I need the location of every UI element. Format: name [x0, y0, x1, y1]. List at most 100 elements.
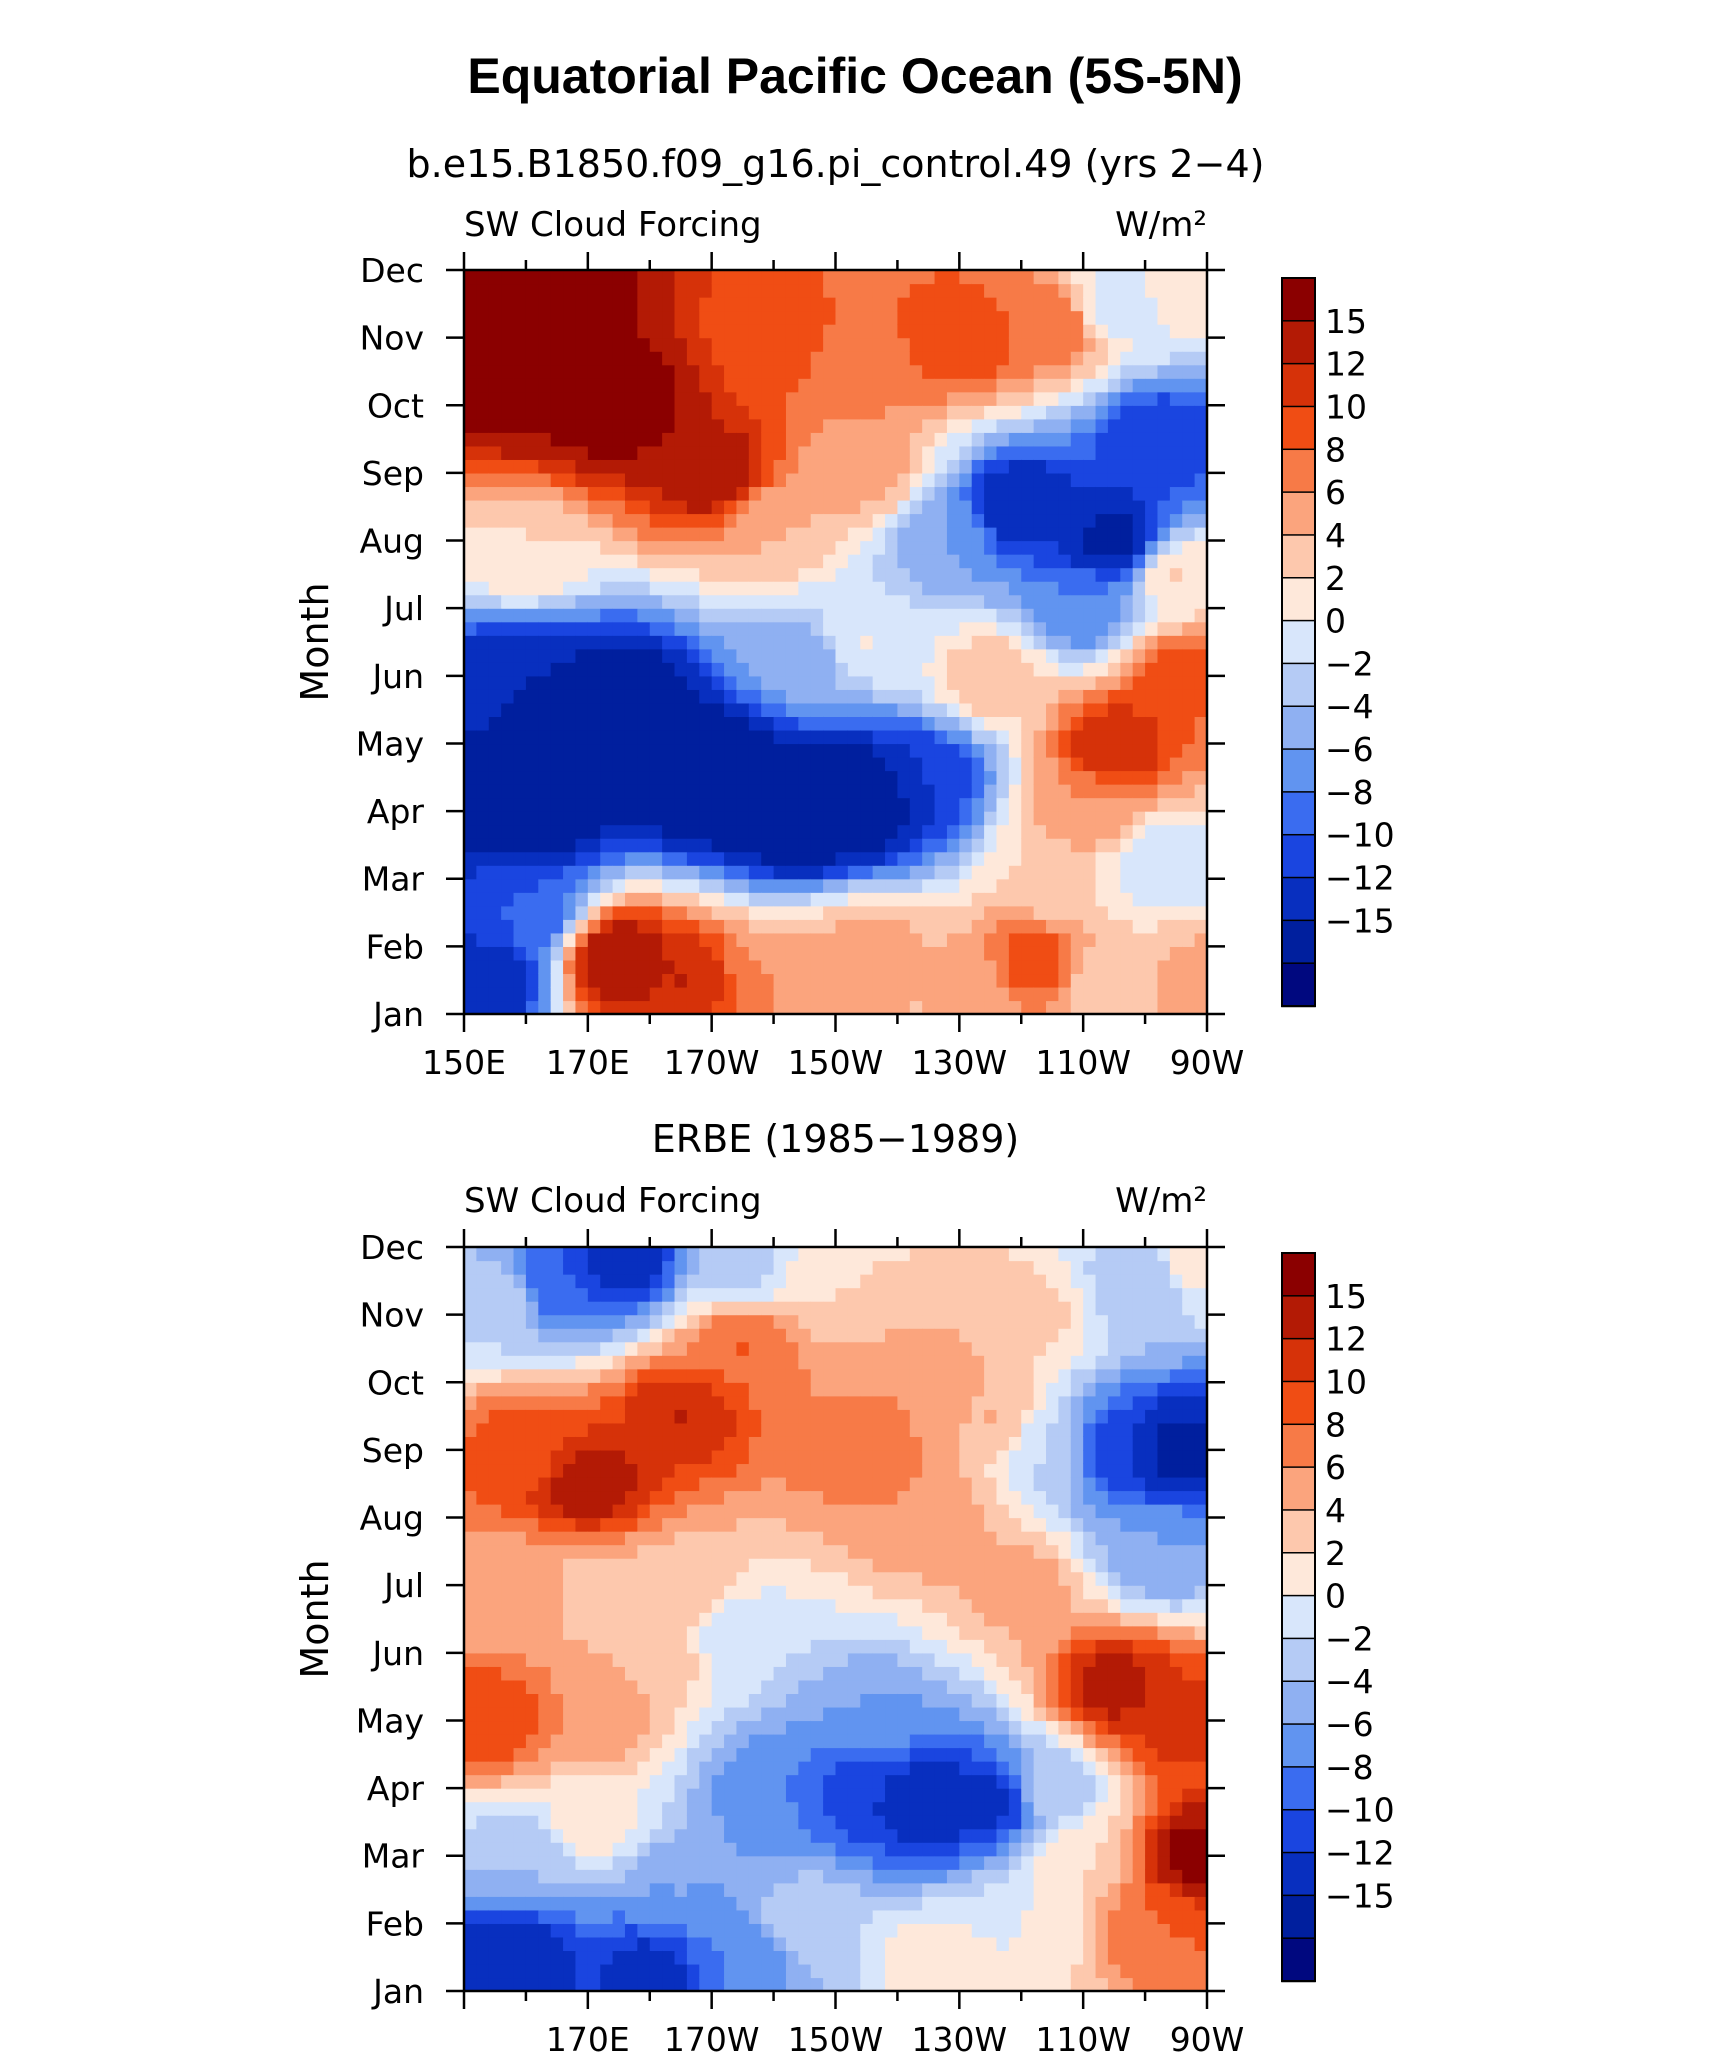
heatmap-cell	[1145, 527, 1159, 542]
heatmap-cell	[724, 1679, 738, 1694]
heatmap-cell	[674, 1625, 688, 1640]
heatmap-cell	[785, 554, 799, 569]
heatmap-cell	[464, 418, 477, 433]
heatmap-cell	[563, 1936, 577, 1952]
heatmap-cell	[488, 513, 502, 528]
heatmap-cell	[649, 1436, 663, 1451]
heatmap-cell	[946, 621, 960, 636]
heatmap-cell	[761, 337, 775, 352]
heatmap-cell	[525, 1733, 539, 1749]
heatmap-cell	[550, 378, 564, 393]
heatmap-cell	[984, 770, 998, 785]
heatmap-cell	[674, 351, 688, 366]
heatmap-cell	[1058, 337, 1072, 352]
heatmap-cell	[699, 716, 713, 731]
heatmap-cell	[934, 986, 948, 1002]
heatmap-cell	[637, 1517, 651, 1532]
heatmap-cell	[637, 581, 651, 596]
heatmap-cell	[1070, 486, 1084, 501]
heatmap-cell	[1157, 743, 1171, 758]
heatmap-cell	[501, 1815, 515, 1830]
heatmap-cell	[761, 1585, 775, 1600]
heatmap-cell	[934, 797, 948, 812]
heatmap-cell	[575, 567, 589, 582]
heatmap-cell	[662, 1260, 676, 1275]
heatmap-cell	[1145, 445, 1159, 460]
heatmap-cell	[835, 892, 849, 907]
heatmap-cell	[488, 635, 502, 650]
heatmap-cell	[773, 1801, 787, 1816]
heatmap-cell	[724, 851, 738, 866]
heatmap-cell	[686, 824, 700, 839]
heatmap-cell	[1157, 405, 1171, 420]
heatmap-cell	[1145, 283, 1159, 298]
heatmap-cell	[1132, 499, 1146, 515]
heatmap-cell	[662, 702, 676, 717]
heatmap-cell	[476, 1598, 490, 1613]
heatmap-cell	[563, 1585, 577, 1600]
heatmap-cell	[525, 513, 539, 528]
heatmap-cell	[550, 567, 564, 582]
heatmap-cell	[575, 878, 589, 893]
heatmap-cell	[464, 729, 477, 745]
heatmap-cell	[984, 797, 998, 812]
heatmap-cell	[835, 716, 849, 731]
heatmap-cell	[748, 1314, 762, 1329]
heatmap-cell	[1132, 364, 1146, 379]
heatmap-cell	[934, 702, 948, 717]
heatmap-cell	[1157, 702, 1171, 717]
heatmap-cell	[872, 527, 886, 542]
heatmap-cell	[488, 1409, 502, 1424]
heatmap-cell	[587, 594, 601, 609]
heatmap-cell	[538, 946, 552, 961]
heatmap-cell	[1107, 635, 1121, 650]
heatmap-cell	[971, 675, 985, 690]
heatmap-cell	[587, 1531, 601, 1546]
heatmap-cell	[464, 378, 477, 393]
heatmap-cell	[476, 1855, 490, 1870]
heatmap-cell	[1070, 878, 1084, 893]
heatmap-cell	[1008, 621, 1022, 636]
heatmap-cell	[835, 919, 849, 934]
heatmap-cell	[686, 391, 700, 406]
heatmap-cell	[773, 946, 787, 961]
heatmap-cell	[823, 378, 837, 393]
heatmap-cell	[748, 959, 762, 975]
heatmap-cell	[587, 986, 601, 1002]
heatmap-cell	[550, 1828, 564, 1843]
heatmap-cell	[810, 892, 824, 907]
heatmap-cell	[563, 824, 577, 839]
heatmap-cell	[550, 1788, 564, 1803]
heatmap-cell	[525, 1693, 539, 1708]
heatmap-cell	[724, 1436, 738, 1451]
heatmap-cell	[724, 1706, 738, 1722]
heatmap-cell	[946, 1000, 960, 1015]
heatmap-cell	[823, 784, 837, 799]
heatmap-cell	[624, 1869, 638, 1884]
heatmap-cell	[711, 1693, 725, 1708]
heatmap-cell	[1182, 689, 1196, 704]
heatmap-cell	[785, 1720, 799, 1735]
heatmap-cell	[649, 1571, 663, 1586]
heatmap-cell	[550, 1882, 564, 1897]
heatmap-cell	[563, 1625, 577, 1640]
heatmap-cell	[612, 1666, 626, 1681]
heatmap-cell	[1021, 459, 1035, 474]
heatmap-cell	[587, 959, 601, 975]
heatmap-cell	[1033, 527, 1047, 542]
heatmap-cell	[1194, 973, 1208, 988]
heatmap-cell	[538, 878, 552, 893]
heatmap-cell	[1033, 675, 1047, 690]
heatmap-cell	[996, 594, 1010, 609]
heatmap-cell	[872, 418, 886, 433]
heatmap-cell	[501, 527, 515, 542]
heatmap-cell	[1182, 675, 1196, 690]
heatmap-cell	[1046, 851, 1059, 866]
heatmap-cell	[847, 919, 861, 934]
heatmap-cell	[885, 756, 899, 772]
heatmap-cell	[476, 540, 490, 555]
heatmap-cell	[847, 1000, 861, 1015]
heatmap-cell	[1083, 946, 1097, 961]
heatmap-cell	[488, 324, 502, 339]
heatmap-cell	[1182, 391, 1196, 406]
